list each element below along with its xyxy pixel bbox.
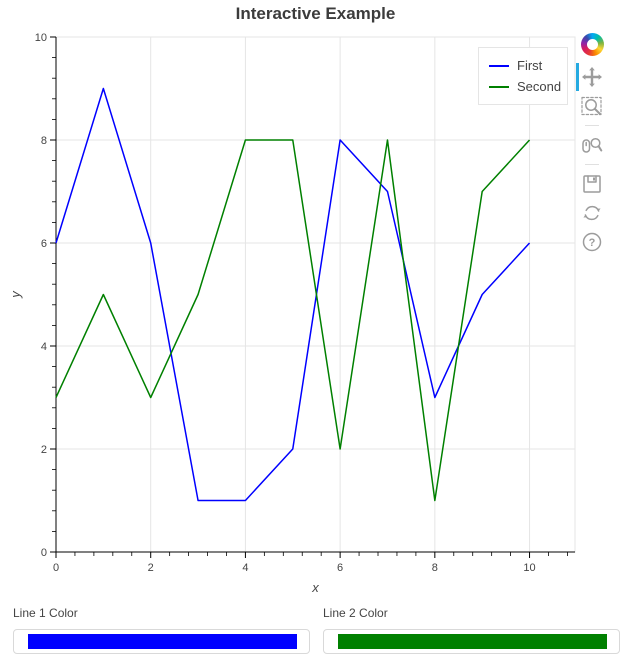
svg-text:0: 0 [41,547,47,559]
move-icon [582,67,602,87]
svg-text:2: 2 [148,562,154,574]
svg-text:8: 8 [432,562,438,574]
line-series-second [55,139,531,502]
toolbar-divider [585,164,599,165]
svg-text:x: x [311,580,319,595]
save-tool-button[interactable] [580,172,604,196]
widget-row: Line 1 Color Line 2 Color [0,600,642,654]
pan-tool-button[interactable] [576,63,604,91]
svg-text:2: 2 [41,444,47,456]
svg-text:8: 8 [41,135,47,147]
legend-label: Second [517,79,562,94]
plot-canvas[interactable]: 0 2 4 6 8 10 0 2 4 6 8 10 x y [0,0,642,600]
save-icon [583,175,601,193]
line-series-first [55,87,531,502]
line2-color-widget: Line 2 Color [323,600,620,654]
plot-title: Interactive Example [235,4,396,23]
reset-icon [583,205,601,221]
legend: First Second [478,47,568,105]
bokeh-logo-icon[interactable] [580,33,604,56]
legend-item: Second [489,76,567,97]
svg-text:?: ? [589,237,596,249]
line1-color-swatch [28,634,297,649]
box-zoom-tool-button[interactable] [580,94,604,118]
wheel-zoom-tool-button[interactable] [580,133,604,157]
toolbar-divider [585,125,599,126]
line1-color-widget: Line 1 Color [13,600,310,654]
svg-text:10: 10 [523,562,535,574]
svg-text:4: 4 [242,562,248,574]
help-icon: ? [582,232,602,252]
svg-text:6: 6 [337,562,343,574]
line2-color-swatch [338,634,607,649]
svg-text:0: 0 [53,562,59,574]
legend-label: First [517,58,543,73]
line1-color-label: Line 1 Color [13,606,78,620]
reset-tool-button[interactable] [580,201,604,225]
line2-color-label: Line 2 Color [323,606,388,620]
svg-text:y: y [8,290,23,299]
figure: Interactive Example 0 2 4 6 8 10 0 2 4 6 8 10 x y Fir… [0,0,642,600]
svg-text:10: 10 [35,32,47,44]
toolbar: ? [576,33,605,254]
legend-line-swatch [489,64,509,67]
box-zoom-icon [581,96,602,116]
legend-line-swatch [489,85,509,88]
legend-item: First [489,55,567,76]
line1-color-input[interactable] [13,629,310,654]
svg-text:4: 4 [41,341,47,353]
wheel-zoom-icon [582,137,603,153]
line2-color-input[interactable] [323,629,620,654]
svg-text:6: 6 [41,238,47,250]
help-tool-button[interactable]: ? [580,230,604,254]
